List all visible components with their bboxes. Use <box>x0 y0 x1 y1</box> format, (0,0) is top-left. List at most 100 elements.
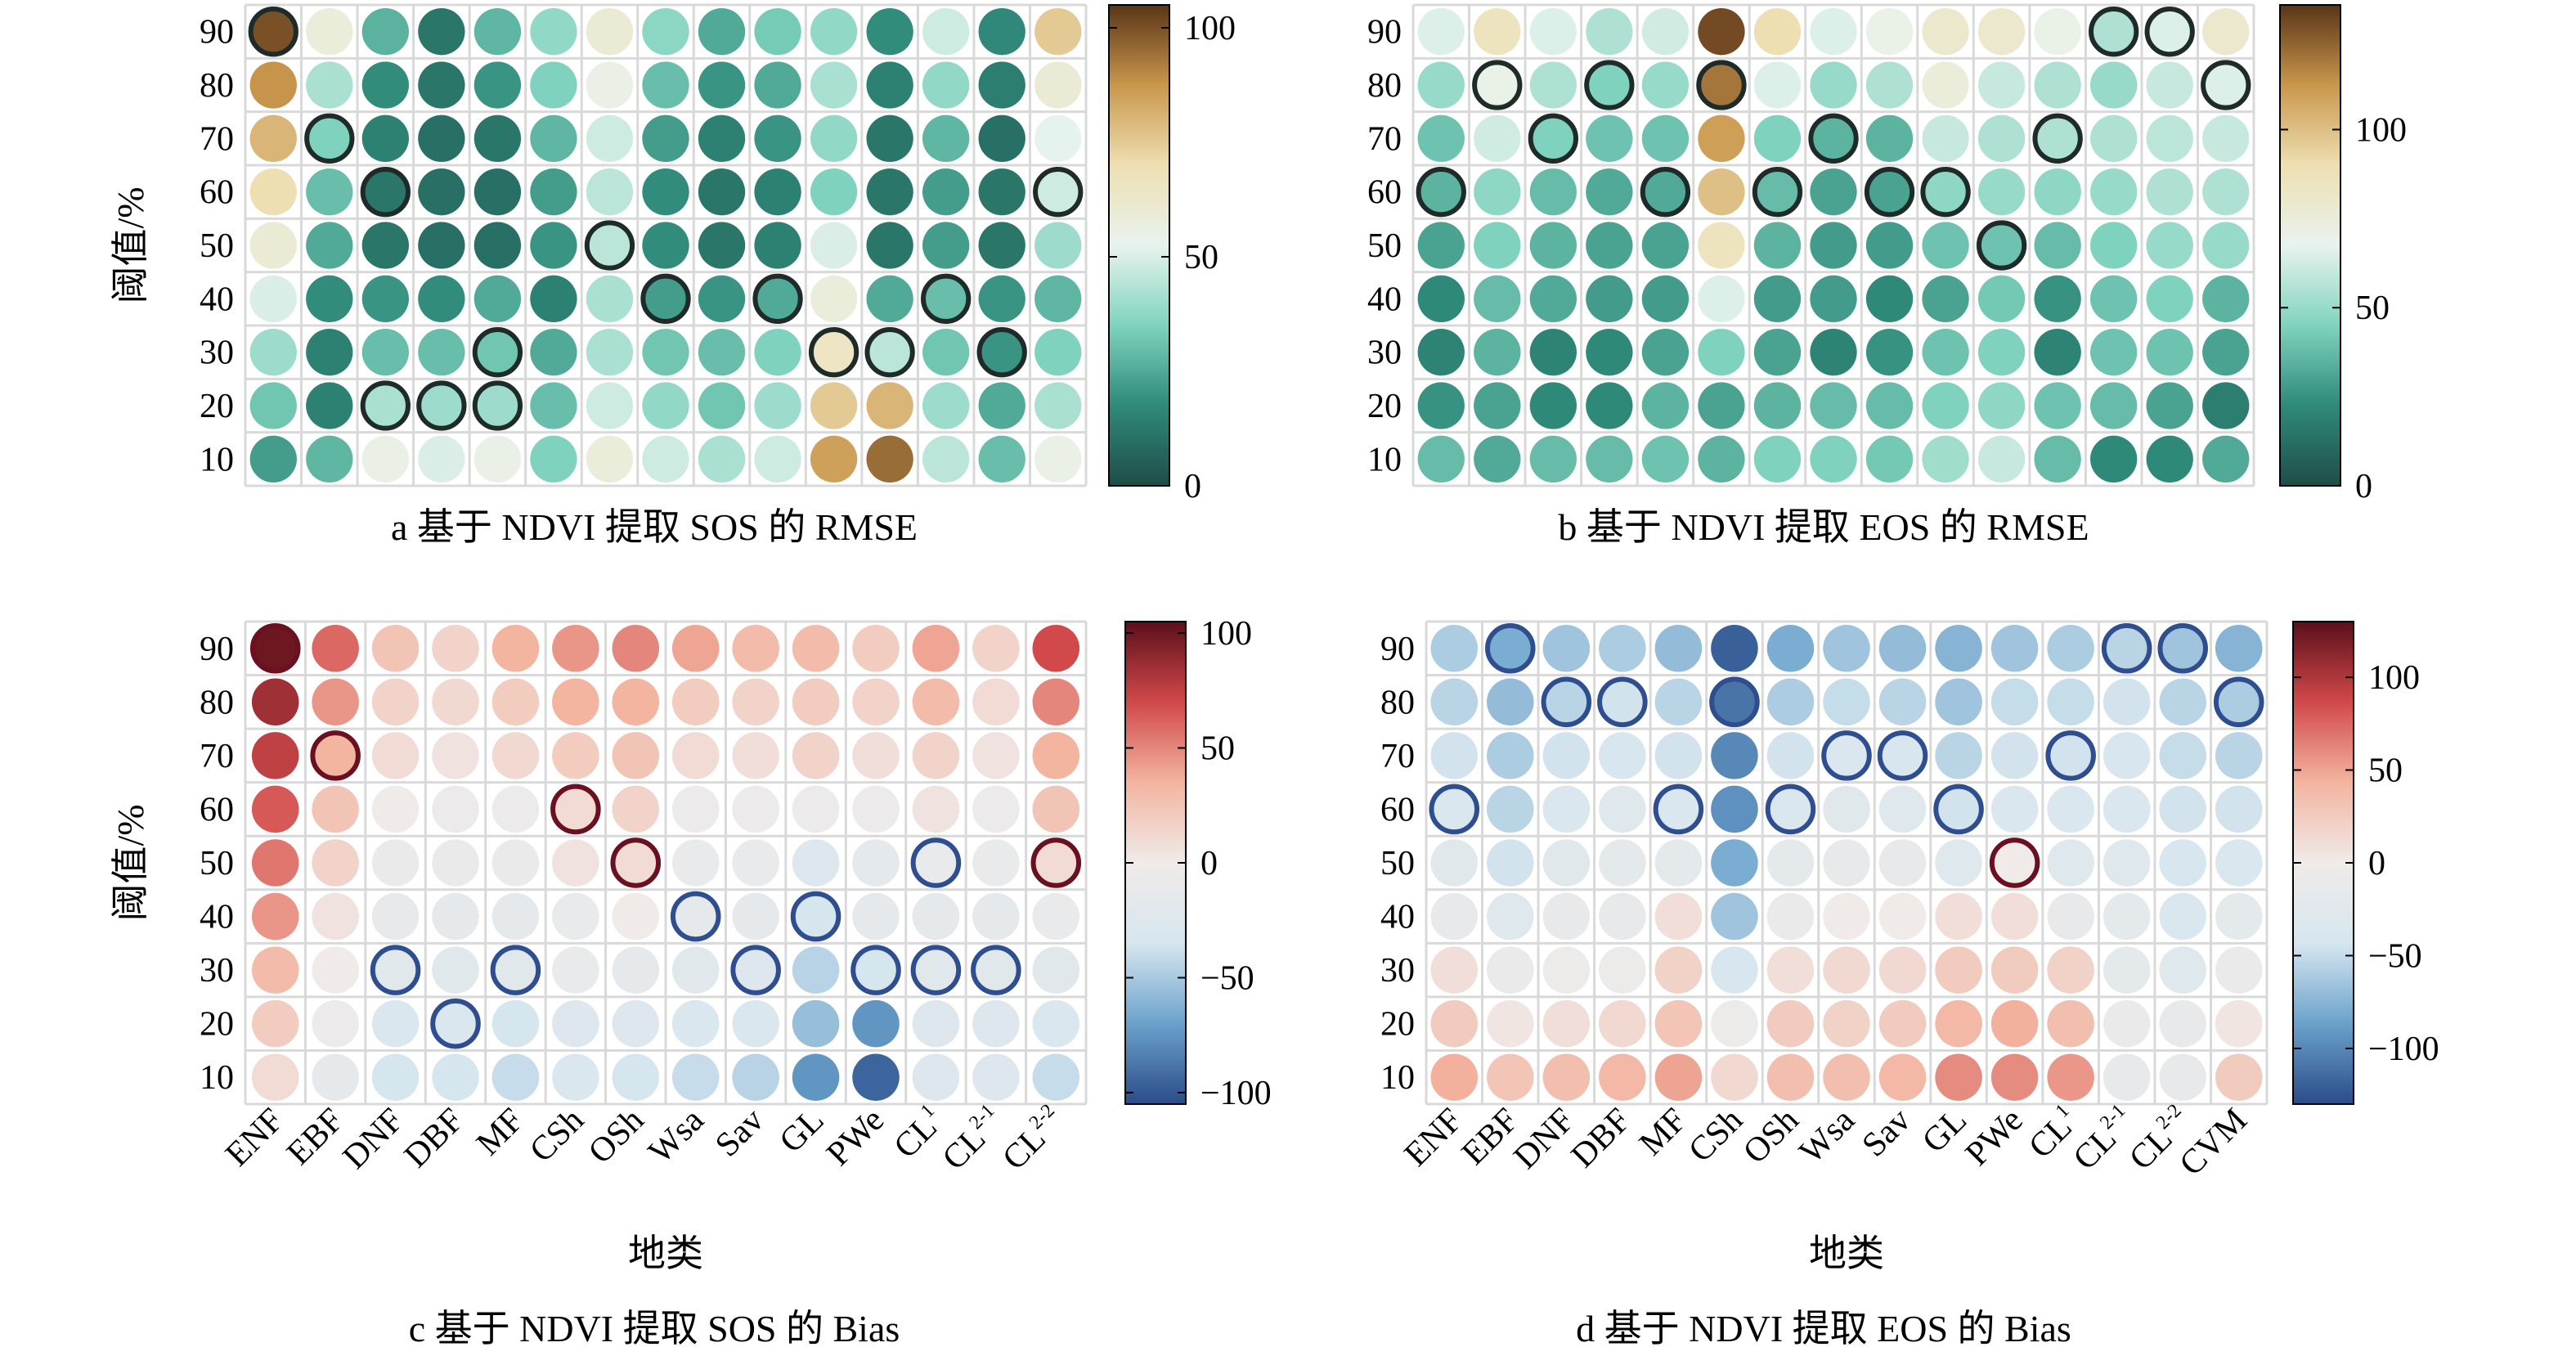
highlight-ring <box>1864 167 1915 218</box>
data-point <box>1922 222 1969 269</box>
data-point <box>473 8 522 56</box>
data-point <box>586 275 634 323</box>
data-point <box>1698 275 1745 323</box>
highlight-ring <box>1696 60 1747 110</box>
colorbar-tick-label: 50 <box>2355 290 2390 327</box>
data-point <box>249 329 297 376</box>
data-point <box>1698 61 1745 109</box>
data-point <box>2215 678 2263 726</box>
data-point <box>530 8 577 56</box>
data-point <box>1698 329 1745 376</box>
data-point <box>2159 892 2206 941</box>
data-point <box>2202 114 2250 162</box>
data-point <box>312 678 359 726</box>
data-point <box>2034 8 2081 56</box>
data-point <box>810 382 858 429</box>
data-point <box>1529 61 1577 109</box>
highlight-ring <box>1821 730 1872 781</box>
data-point <box>491 839 540 887</box>
data-point <box>306 222 353 269</box>
data-point <box>251 839 299 887</box>
highlight-ring <box>1653 784 1704 835</box>
grid-lines <box>1425 620 2269 1106</box>
colorbar-tick-label: 100 <box>1184 10 1236 47</box>
data-point <box>810 275 858 323</box>
data-point <box>1034 168 1082 216</box>
data-point <box>306 382 353 429</box>
data-point <box>418 114 465 162</box>
data-point <box>912 946 960 994</box>
data-point <box>866 275 913 323</box>
data-point <box>1711 678 1758 726</box>
data-point <box>1711 732 1758 779</box>
panel-caption: a 基于 NDVI 提取 SOS 的 RMSE <box>391 506 918 548</box>
data-point <box>810 8 858 56</box>
data-point <box>852 946 900 994</box>
data-point <box>1430 1053 1479 1101</box>
data-point <box>1878 1053 1927 1101</box>
data-point <box>1542 892 1591 941</box>
data-point <box>754 329 801 376</box>
data-point <box>1935 839 1982 887</box>
x-tick-label: PWe <box>1959 1102 2031 1174</box>
x-tick-label: Wsa <box>641 1101 711 1171</box>
data-point <box>2103 678 2151 726</box>
x-tick-label: GL <box>773 1102 832 1161</box>
data-point <box>2103 732 2151 779</box>
data-point <box>473 114 522 162</box>
data-point <box>1711 625 1758 672</box>
data-point <box>1586 275 1633 323</box>
y-tick-label: 30 <box>1380 952 1415 990</box>
grid-lines <box>244 620 1088 1106</box>
data-point <box>491 625 540 672</box>
data-point <box>1935 892 1982 941</box>
data-point <box>1823 732 1870 779</box>
data-point <box>1753 8 1802 56</box>
colorbar-tick-label: 0 <box>1184 468 1201 505</box>
data-point <box>418 168 465 216</box>
data-point <box>671 1053 720 1101</box>
data-point <box>1487 946 1534 994</box>
data-point <box>2215 892 2263 941</box>
data-point <box>361 329 410 376</box>
data-point <box>2215 1053 2263 1101</box>
data-point <box>1417 114 1465 162</box>
highlight-ring <box>971 945 1021 995</box>
data-point <box>671 785 720 833</box>
data-point <box>1922 382 1969 429</box>
data-point <box>1034 382 1082 429</box>
data-point <box>972 999 1020 1048</box>
highlight-ring <box>472 380 523 431</box>
x-tick-label: MF <box>469 1102 531 1163</box>
data-point <box>1990 1053 2039 1101</box>
data-point <box>2103 625 2151 672</box>
data-point <box>2090 168 2138 216</box>
data-point <box>1753 435 1802 483</box>
data-point <box>754 275 801 323</box>
data-point <box>312 1053 359 1101</box>
x-tick-label: EBF <box>280 1102 351 1173</box>
highlight-ring <box>864 327 915 378</box>
data-point <box>1865 168 1914 216</box>
data-point <box>1032 839 1080 887</box>
x-tick-label: CVM <box>2173 1102 2255 1183</box>
data-point <box>1417 168 1465 216</box>
data-point <box>612 732 660 779</box>
data-point <box>2146 114 2193 162</box>
x-tick-label: CSh <box>523 1102 591 1170</box>
data-point <box>418 329 465 376</box>
data-point <box>1865 61 1914 109</box>
data-point <box>552 892 599 941</box>
data-point <box>1542 678 1591 726</box>
data-point <box>491 999 540 1048</box>
data-point <box>418 382 465 429</box>
colorbar: 0 50 100 <box>1108 4 1236 505</box>
colorbar-tick-label: 100 <box>2355 111 2407 149</box>
data-point <box>671 999 720 1048</box>
highlight-ring <box>1416 167 1466 218</box>
data-point <box>530 275 577 323</box>
data-point <box>2103 999 2151 1048</box>
data-point <box>1865 8 1914 56</box>
data-point <box>1487 839 1534 887</box>
data-point <box>1935 785 1982 833</box>
